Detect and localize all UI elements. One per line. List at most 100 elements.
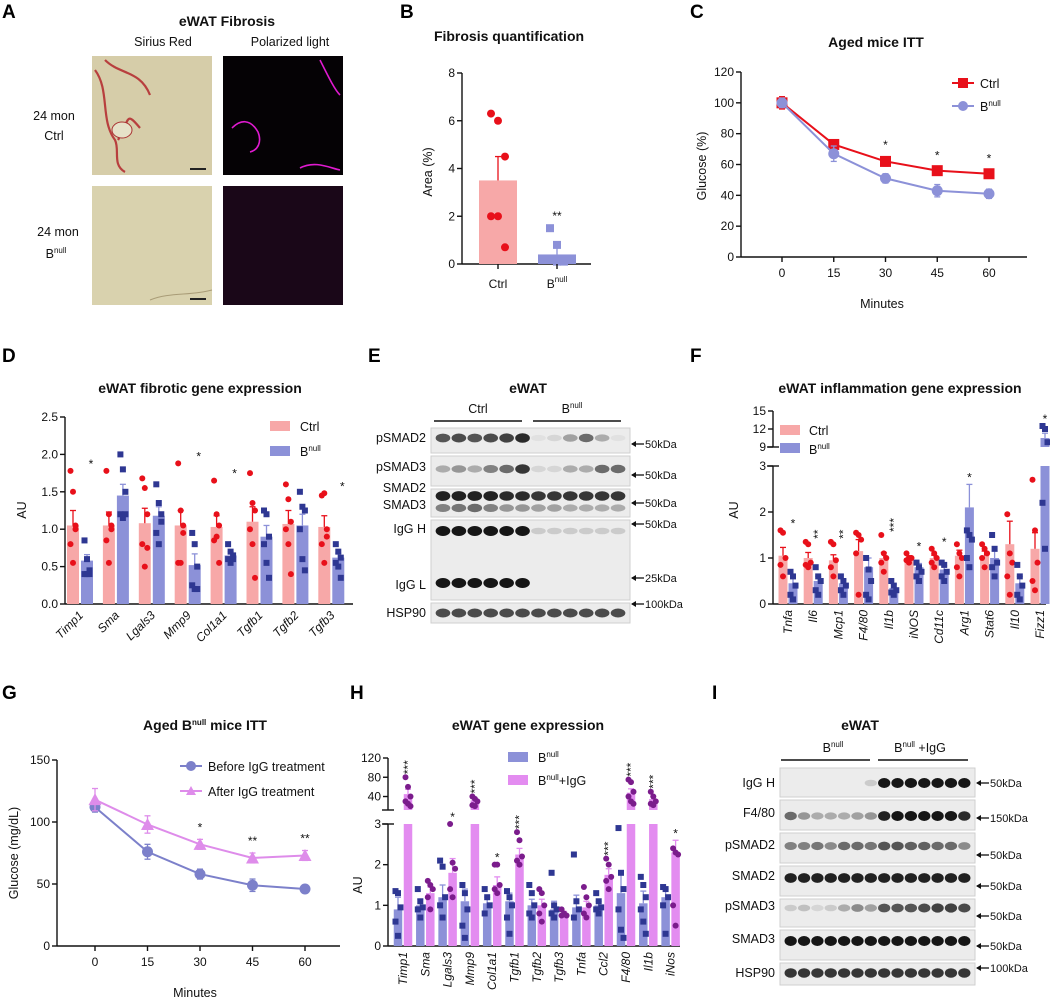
y-tick-label: 120 bbox=[361, 751, 381, 765]
blot-band bbox=[931, 968, 944, 978]
data-point bbox=[953, 541, 960, 548]
blot-band bbox=[594, 434, 610, 442]
blot-band bbox=[944, 903, 958, 913]
data-point bbox=[252, 574, 258, 581]
data-point bbox=[603, 855, 610, 862]
blot-band bbox=[610, 608, 626, 618]
blot-band bbox=[797, 904, 811, 912]
bar bbox=[828, 560, 838, 604]
data-point bbox=[928, 545, 935, 552]
y-tick-label: 100 bbox=[714, 96, 734, 110]
data-point bbox=[1014, 591, 1021, 598]
data-point bbox=[906, 559, 912, 566]
data-point bbox=[177, 559, 184, 566]
data-point bbox=[158, 511, 165, 518]
significance-marker: * bbox=[967, 470, 972, 484]
data-point bbox=[153, 481, 160, 488]
blot-band bbox=[837, 968, 851, 978]
data-point bbox=[863, 555, 870, 561]
data-point bbox=[792, 582, 799, 589]
molecular-weight-label: 50kDa bbox=[645, 439, 678, 451]
data-point bbox=[776, 97, 788, 109]
blot-band bbox=[562, 491, 578, 501]
blot-band bbox=[467, 608, 483, 618]
data-point bbox=[563, 912, 570, 919]
polarized-bnull-image bbox=[223, 186, 343, 305]
blot-band bbox=[851, 841, 864, 851]
significance-marker: *** bbox=[887, 518, 901, 532]
x-tick-label: 45 bbox=[246, 955, 260, 969]
data-point bbox=[427, 906, 434, 913]
data-point bbox=[177, 507, 184, 514]
blot-band bbox=[594, 504, 610, 512]
data-point bbox=[247, 879, 258, 891]
bar bbox=[594, 905, 603, 946]
bar bbox=[626, 824, 636, 946]
blot-band bbox=[904, 936, 918, 946]
panel-letter-b: B bbox=[400, 2, 414, 23]
y-axis-label: Area (%) bbox=[421, 147, 435, 196]
blot-band bbox=[562, 527, 578, 535]
blot-strip bbox=[430, 602, 631, 624]
data-point bbox=[516, 837, 523, 844]
data-point bbox=[528, 890, 535, 897]
bar bbox=[559, 913, 569, 946]
bar bbox=[604, 874, 613, 946]
data-point bbox=[103, 467, 110, 474]
x-tick-label: 0 bbox=[779, 266, 786, 280]
blot-band bbox=[811, 873, 824, 883]
blot-band bbox=[594, 491, 610, 501]
y-tick-label: 80 bbox=[368, 770, 382, 784]
data-point bbox=[301, 567, 308, 574]
data-point bbox=[461, 890, 468, 897]
blot-band bbox=[931, 903, 944, 913]
data-point bbox=[194, 586, 201, 593]
data-point bbox=[625, 793, 632, 800]
x-tick-label: Il1b bbox=[882, 610, 896, 630]
data-point bbox=[672, 922, 679, 929]
blot-band bbox=[824, 968, 837, 978]
data-point bbox=[261, 507, 267, 514]
y-tick-label: 20 bbox=[721, 219, 735, 233]
data-point bbox=[913, 559, 920, 566]
data-point bbox=[429, 886, 436, 893]
data-point bbox=[603, 877, 610, 884]
molecular-weight-label: 50kDa bbox=[645, 498, 678, 510]
data-point bbox=[868, 578, 875, 584]
data-point bbox=[285, 496, 292, 503]
blot-band bbox=[467, 526, 483, 536]
data-point bbox=[548, 910, 555, 917]
data-point bbox=[981, 564, 988, 571]
data-point bbox=[407, 803, 414, 810]
arrow-head-icon bbox=[976, 815, 981, 821]
data-point bbox=[487, 109, 495, 118]
blot-band bbox=[531, 491, 546, 501]
category-label-sup: null bbox=[555, 275, 568, 284]
bar bbox=[470, 824, 480, 946]
blot-band bbox=[784, 811, 797, 821]
data-point bbox=[981, 545, 988, 552]
blot-band bbox=[958, 968, 971, 978]
data-point bbox=[323, 533, 330, 540]
blot-band bbox=[811, 968, 824, 978]
data-point bbox=[580, 884, 587, 891]
data-point bbox=[285, 541, 292, 548]
data-point bbox=[494, 861, 501, 868]
arrow-head-icon bbox=[631, 601, 636, 607]
x-tick-label: Sma bbox=[95, 608, 123, 636]
data-point bbox=[70, 559, 76, 566]
data-point bbox=[70, 488, 76, 495]
bar bbox=[914, 567, 924, 604]
band-label: SMAD2 bbox=[732, 869, 775, 883]
bar bbox=[939, 569, 949, 604]
data-point bbox=[405, 783, 411, 790]
data-point bbox=[575, 906, 582, 913]
x-tick-label: 60 bbox=[298, 955, 312, 969]
data-point bbox=[660, 902, 667, 909]
data-point bbox=[827, 564, 834, 571]
blot-band bbox=[499, 491, 514, 501]
legend: Before IgG treatment After IgG treatment bbox=[180, 760, 325, 799]
blot-band bbox=[784, 873, 797, 883]
data-point bbox=[321, 490, 328, 497]
x-tick-label: Sma bbox=[418, 952, 432, 977]
